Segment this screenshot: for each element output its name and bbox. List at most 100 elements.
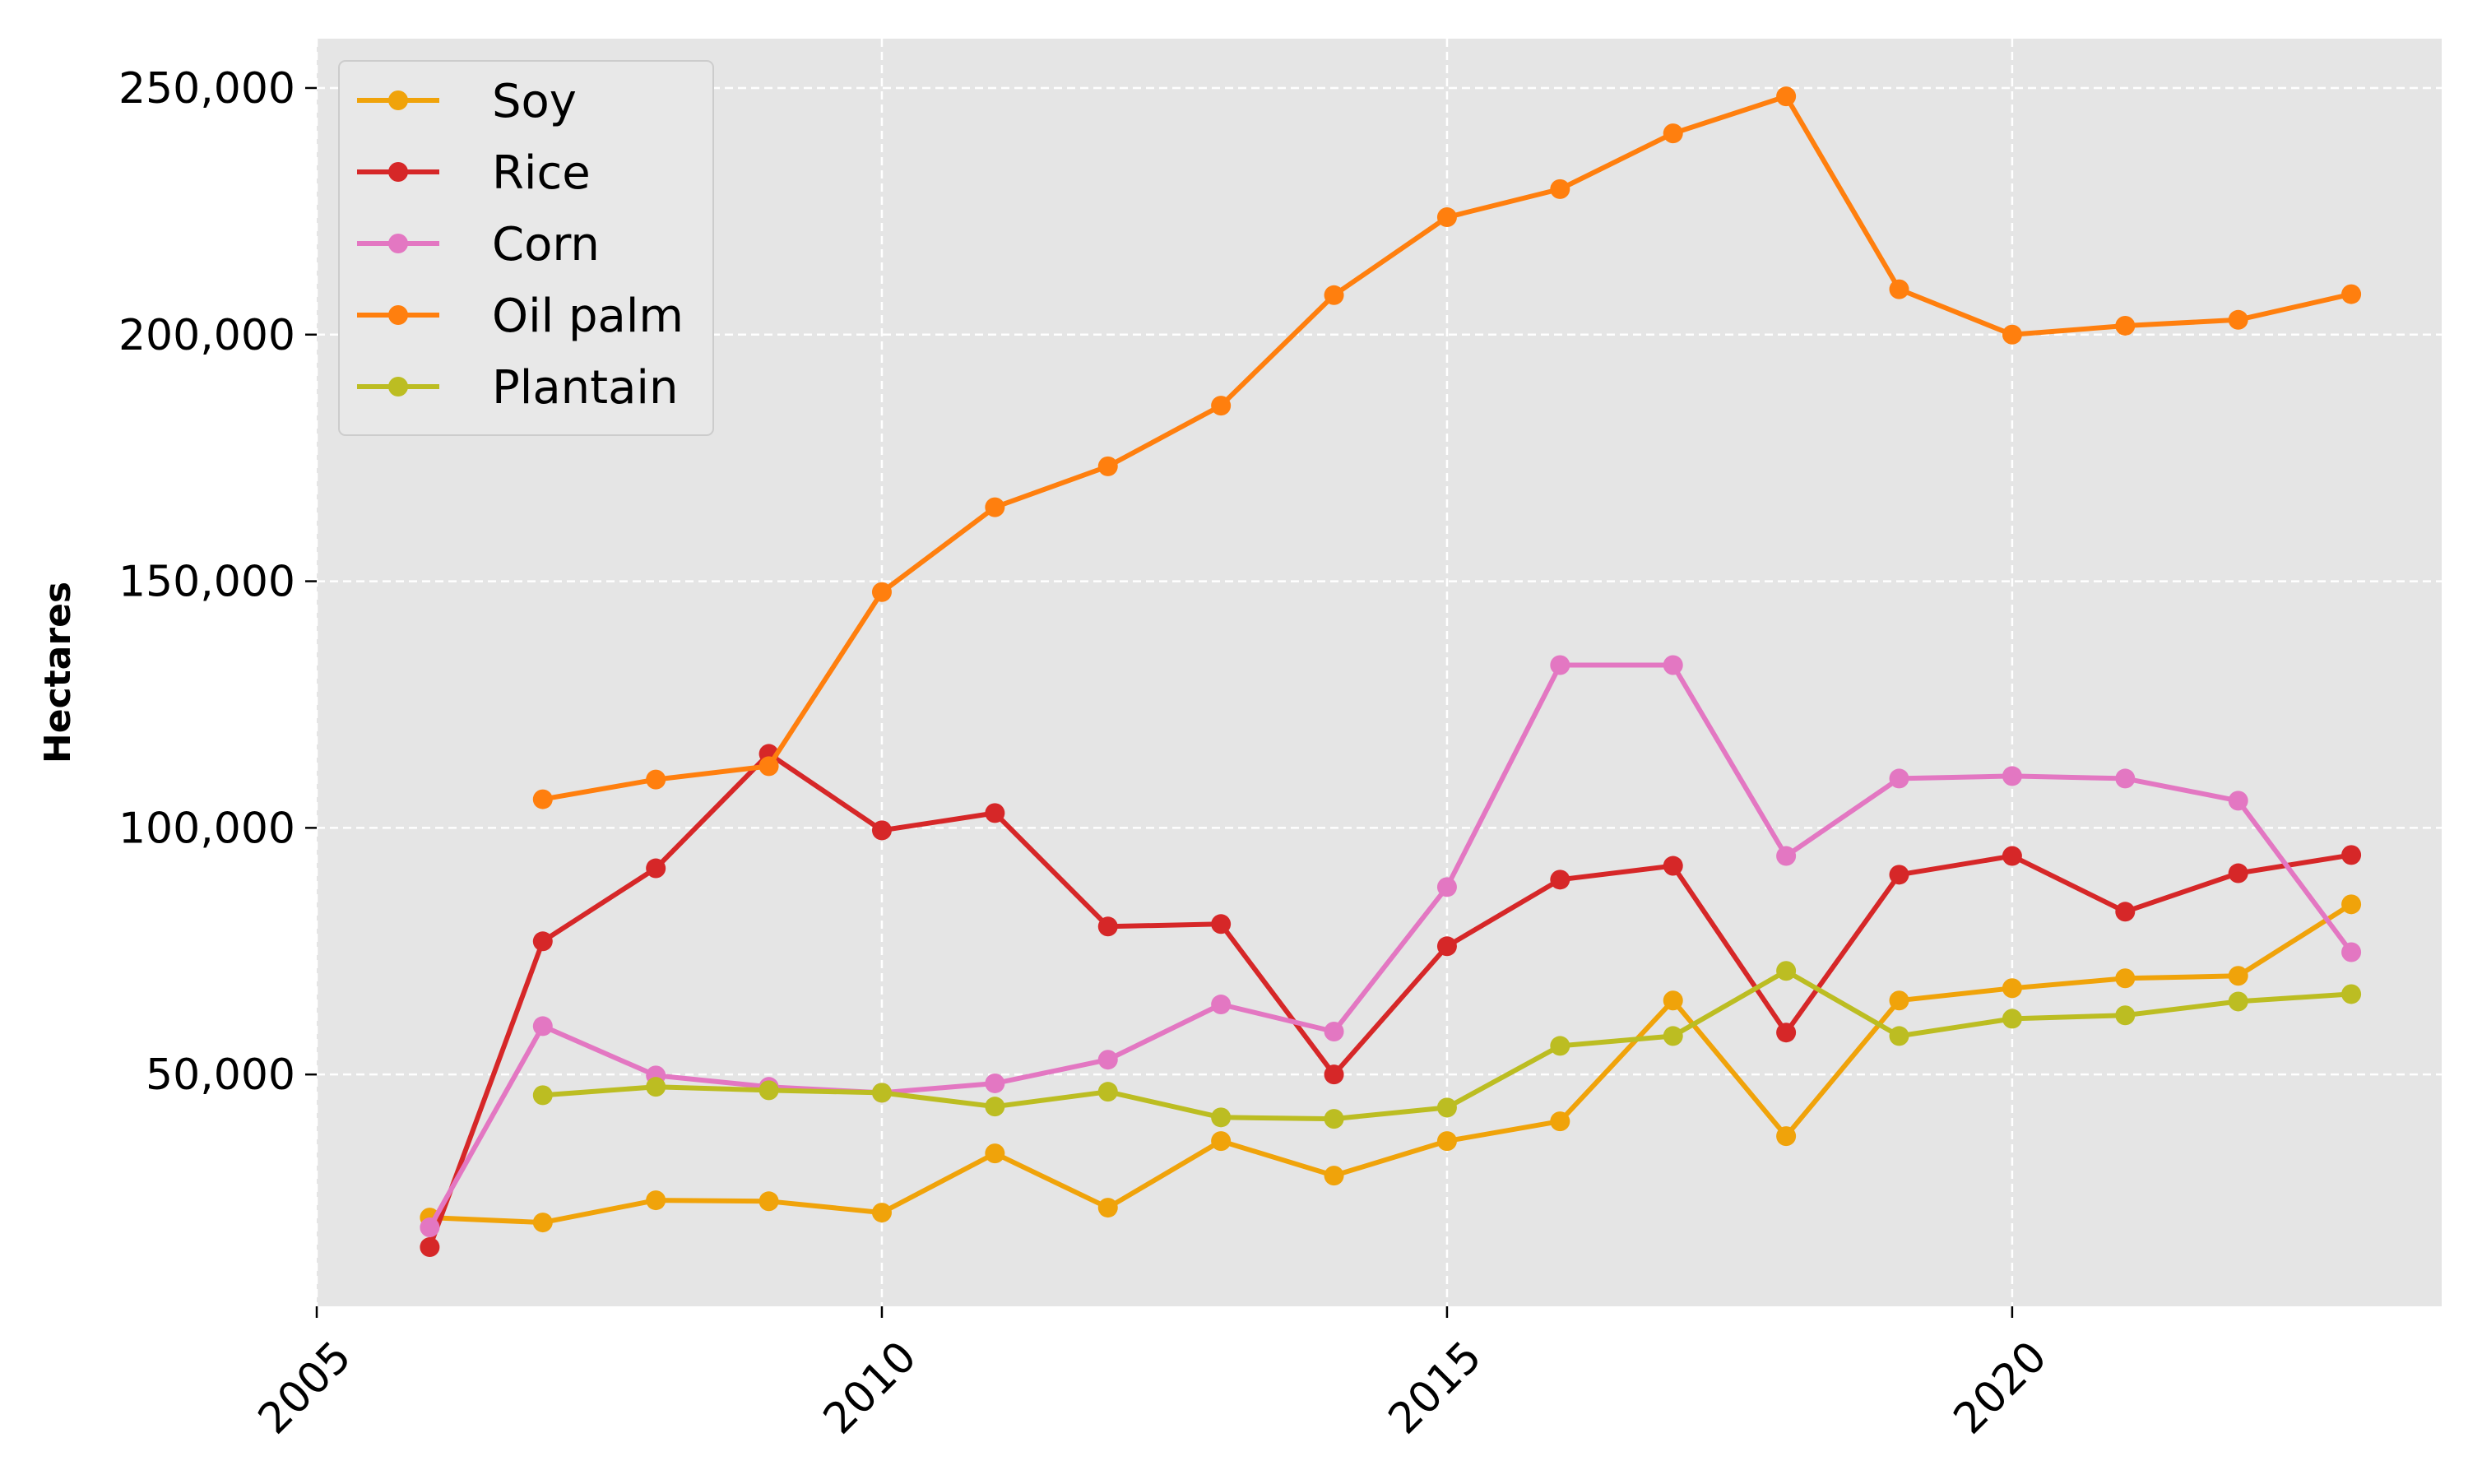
data-point	[1097, 916, 1118, 937]
data-point	[1097, 1198, 1118, 1218]
series-plantain	[532, 961, 2362, 1129]
legend-item: Corn	[357, 218, 600, 271]
legend-item: Oil palm	[357, 290, 684, 343]
data-point	[985, 1073, 1005, 1093]
data-point	[2115, 768, 2136, 789]
data-point	[2002, 324, 2022, 345]
data-point	[985, 1097, 1005, 1117]
data-point	[871, 820, 892, 841]
y-tick-label: 250,000	[118, 64, 295, 114]
data-point	[2002, 846, 2022, 866]
legend-marker	[388, 305, 408, 325]
data-point	[1097, 1050, 1118, 1070]
data-point	[1436, 1131, 1457, 1152]
data-point	[2115, 1005, 2136, 1026]
data-point	[871, 1083, 892, 1103]
legend-marker	[388, 162, 408, 182]
data-point	[1097, 456, 1118, 476]
data-point	[420, 1237, 440, 1258]
data-point	[1663, 655, 1683, 675]
series-line	[427, 662, 2354, 1231]
data-point	[1324, 285, 1344, 305]
x-tick-label: 2015	[1380, 1332, 1491, 1444]
data-point	[985, 803, 1005, 823]
legend-label: Soy	[492, 75, 577, 128]
data-point	[2341, 845, 2362, 865]
data-point	[1776, 846, 1797, 866]
data-point	[1324, 1109, 1344, 1129]
data-point	[2115, 315, 2136, 336]
data-point	[1211, 914, 1232, 934]
legend-item: Rice	[357, 146, 591, 200]
x-tick-label: 2020	[1945, 1332, 2057, 1444]
data-point	[1436, 936, 1457, 957]
data-point	[646, 1190, 666, 1211]
legend-label: Rice	[492, 146, 591, 200]
series-line	[427, 902, 2354, 1226]
data-point	[1889, 865, 1909, 885]
data-point	[532, 931, 553, 952]
legend-marker	[388, 90, 408, 110]
data-point	[758, 1080, 779, 1101]
y-tick-label: 50,000	[146, 1050, 295, 1100]
data-point	[1324, 1022, 1344, 1042]
data-point	[2341, 894, 2362, 915]
legend-label: Oil palm	[492, 290, 684, 343]
data-point	[1211, 995, 1232, 1015]
data-point	[1211, 1107, 1232, 1128]
legend-item: Soy	[357, 75, 577, 128]
data-point	[1211, 1131, 1232, 1152]
data-point	[420, 1217, 440, 1238]
legend-item: Plantain	[357, 361, 678, 415]
data-point	[1436, 877, 1457, 897]
data-point	[1776, 1126, 1797, 1147]
y-axis-title: Hectares	[37, 582, 79, 763]
data-point	[1436, 1097, 1457, 1118]
data-point	[758, 1191, 779, 1212]
data-point	[1663, 123, 1683, 144]
data-point	[1663, 856, 1683, 876]
data-point	[1550, 179, 1570, 199]
data-point	[1889, 768, 1909, 789]
legend-marker	[388, 234, 408, 253]
data-point	[2115, 902, 2136, 922]
data-point	[2115, 968, 2136, 989]
data-point	[1776, 86, 1797, 107]
data-point	[1776, 961, 1797, 981]
x-axis: 2005 2010 2015 2020	[249, 1306, 2057, 1444]
series-oil-palm	[532, 86, 2362, 809]
data-point	[871, 582, 892, 602]
data-point	[1889, 990, 1909, 1011]
data-point	[1663, 990, 1683, 1011]
data-point	[1550, 1111, 1570, 1132]
data-point	[1324, 1166, 1344, 1186]
data-point	[1211, 396, 1232, 416]
data-point	[532, 1085, 553, 1106]
data-point	[1097, 1082, 1118, 1102]
data-point	[532, 1213, 553, 1233]
x-tick-label: 2010	[814, 1332, 926, 1444]
legend: Soy Rice Corn Oil palm Plantain	[338, 60, 714, 436]
legend-label: Plantain	[492, 361, 678, 415]
data-point	[1550, 870, 1570, 890]
series-line	[427, 751, 2354, 1250]
data-point	[985, 1143, 1005, 1164]
data-point	[646, 858, 666, 879]
y-tick-label: 150,000	[118, 558, 295, 607]
data-point	[758, 756, 779, 777]
series-soy	[420, 894, 2362, 1233]
data-point	[2341, 284, 2362, 304]
legend-label: Corn	[492, 218, 600, 271]
data-point	[1550, 1036, 1570, 1056]
data-point	[2002, 766, 2022, 786]
grid-lines	[315, 39, 2442, 1306]
y-tick-label: 100,000	[118, 804, 295, 853]
data-point	[1663, 1026, 1683, 1046]
legend-box	[338, 60, 714, 436]
data-point	[2228, 309, 2248, 330]
legend-marker	[388, 377, 408, 397]
data-point	[646, 1077, 666, 1097]
data-point	[871, 1203, 892, 1223]
